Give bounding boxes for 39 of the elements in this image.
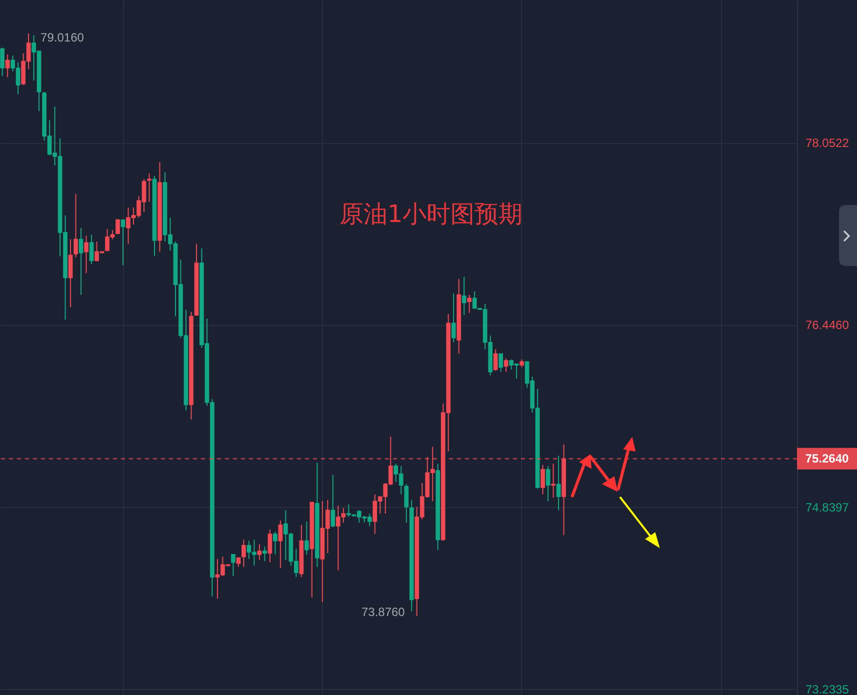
candlestick xyxy=(498,353,504,372)
candlestick xyxy=(242,539,246,568)
candlestick xyxy=(257,544,262,561)
candlestick xyxy=(89,234,94,265)
annotation: 73.8760 xyxy=(361,605,406,620)
candlestick xyxy=(262,546,267,562)
y-tick-label: 73.2335 xyxy=(806,682,850,695)
candlestick xyxy=(68,238,73,308)
candlestick xyxy=(467,294,472,314)
candlestick xyxy=(0,47,4,76)
candlestick xyxy=(74,193,78,258)
candlestick xyxy=(540,464,545,495)
candlestick xyxy=(330,474,336,528)
candlestick xyxy=(147,172,152,202)
candlestick xyxy=(451,293,456,343)
candlestick xyxy=(404,484,409,524)
y-tick-label: 74.8397 xyxy=(806,500,850,514)
candlestick xyxy=(304,521,309,555)
candlestick xyxy=(84,235,88,274)
candlestick xyxy=(120,219,126,266)
candlestick xyxy=(504,358,508,372)
candlestick xyxy=(493,348,498,372)
y-tick-label: 76.4460 xyxy=(806,318,850,332)
candlestick xyxy=(236,557,241,568)
candlestick xyxy=(273,531,278,555)
candlestick xyxy=(556,455,561,511)
candlestick xyxy=(78,227,84,296)
annotation: 79.0160 xyxy=(40,30,84,44)
candlestick xyxy=(551,463,556,498)
candlestick xyxy=(268,528,272,563)
y-tick-label: 78.0522 xyxy=(806,136,850,150)
candlestick xyxy=(278,520,283,569)
candlestick xyxy=(5,54,10,78)
text: 原油1小时图预期 xyxy=(339,200,523,228)
candlestick xyxy=(116,218,120,234)
candlestick xyxy=(231,554,236,576)
ref-line-label: 75.2640 xyxy=(805,452,850,466)
candlestick xyxy=(546,465,550,502)
candlestick xyxy=(462,276,466,316)
